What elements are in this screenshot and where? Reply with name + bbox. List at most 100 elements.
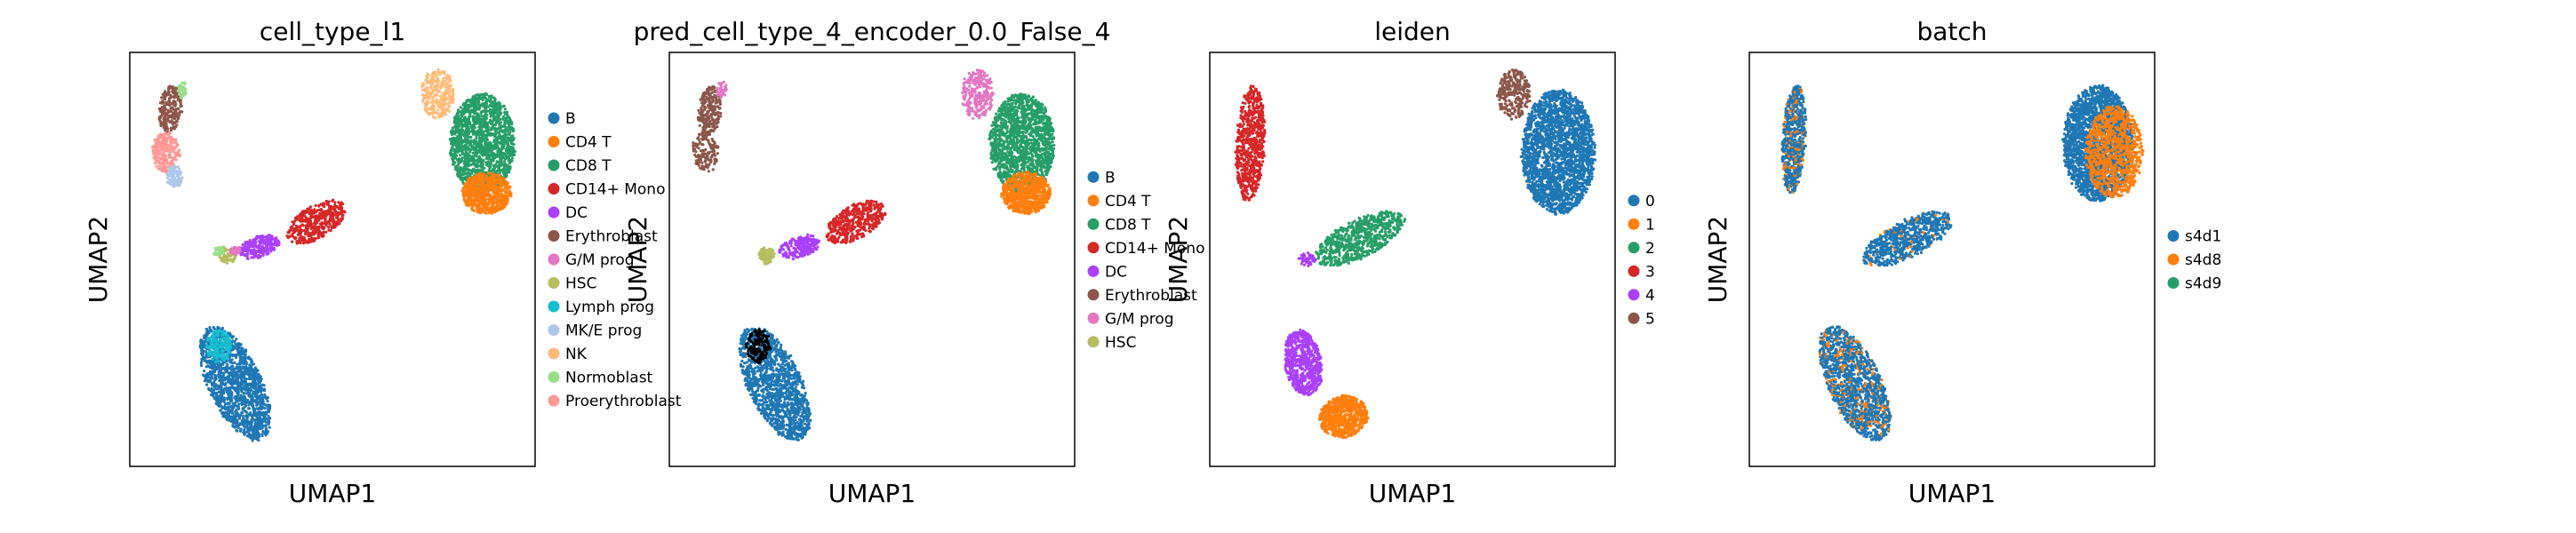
umap-point	[178, 183, 181, 187]
umap-point	[167, 153, 171, 156]
umap-point	[218, 390, 222, 394]
umap-point	[435, 74, 438, 77]
umap-point	[316, 221, 319, 225]
umap-point	[494, 182, 498, 186]
umap-point	[204, 327, 209, 331]
umap-point	[168, 155, 172, 159]
umap-point	[486, 178, 490, 181]
umap-point	[268, 426, 271, 429]
umap-point	[468, 150, 472, 154]
umap-point	[508, 149, 511, 153]
umap-point	[175, 183, 179, 187]
umap-point	[481, 99, 484, 102]
umap-point	[175, 120, 179, 123]
umap-point	[163, 121, 167, 124]
umap-point	[440, 96, 444, 99]
umap-point	[333, 203, 337, 207]
umap-point	[507, 115, 510, 119]
umap-point	[340, 219, 343, 222]
umap-point	[473, 195, 476, 198]
umap-point	[324, 199, 328, 203]
umap-point	[309, 216, 314, 219]
umap-point	[480, 183, 484, 187]
umap-point	[173, 171, 177, 174]
umap-point	[499, 204, 502, 208]
umap-point	[506, 187, 509, 191]
umap-point	[495, 169, 499, 173]
umap-point	[487, 94, 491, 99]
umap-point	[462, 162, 467, 165]
umap-point	[327, 200, 331, 203]
umap-point	[449, 153, 452, 156]
umap-point	[477, 121, 481, 124]
umap-point	[304, 232, 308, 235]
umap-point	[241, 353, 244, 356]
umap-point	[312, 239, 316, 243]
umap-point	[164, 114, 168, 117]
umap-point	[465, 121, 469, 124]
umap-point	[428, 97, 431, 100]
umap-point	[493, 155, 497, 160]
umap-point	[306, 227, 309, 231]
umap-point	[164, 123, 168, 126]
umap-point	[485, 208, 489, 211]
umap-point	[496, 165, 500, 169]
umap-point	[438, 73, 442, 76]
umap-point	[485, 132, 489, 137]
umap-point	[482, 187, 485, 191]
umap-point	[176, 107, 180, 110]
umap-point	[492, 206, 495, 210]
umap-point	[229, 334, 233, 338]
umap-point	[424, 87, 428, 91]
umap-point	[171, 139, 174, 142]
umap-point	[456, 158, 460, 162]
umap-point	[489, 99, 492, 102]
umap-point	[465, 99, 468, 103]
umap-point	[421, 97, 425, 100]
umap-point	[442, 99, 445, 103]
umap-point	[164, 132, 167, 136]
umap-point	[257, 243, 261, 247]
umap-point	[156, 156, 159, 160]
umap-point	[492, 198, 496, 202]
umap-point	[252, 245, 255, 249]
umap-point	[484, 96, 487, 99]
umap-point	[481, 163, 485, 166]
umap-point	[447, 95, 451, 99]
umap-point	[439, 115, 443, 118]
umap-point	[168, 104, 172, 107]
umap-point	[212, 394, 215, 398]
umap-point	[256, 369, 260, 372]
umap-point	[467, 196, 470, 200]
umap-point	[178, 167, 181, 171]
umap-point	[309, 208, 313, 211]
umap-point	[495, 178, 499, 181]
umap-point	[473, 192, 476, 195]
umap-point	[460, 173, 464, 177]
umap-point	[506, 129, 509, 132]
umap-point	[333, 210, 337, 213]
umap-point	[162, 164, 165, 168]
umap-point	[490, 114, 493, 117]
umap-point	[465, 160, 468, 163]
umap-point	[492, 104, 496, 107]
umap-point	[167, 99, 171, 103]
umap-point	[277, 241, 281, 244]
umap-point	[178, 181, 181, 185]
umap-point	[170, 159, 173, 163]
umap-point	[177, 84, 180, 88]
umap-point	[480, 92, 484, 97]
umap-point	[468, 104, 471, 107]
umap-point	[484, 211, 488, 215]
umap-point	[481, 199, 484, 203]
umap-point	[485, 102, 489, 106]
umap-point	[472, 123, 476, 126]
umap-point	[452, 88, 455, 91]
umap-point	[508, 194, 511, 197]
umap-point	[171, 122, 174, 125]
umap-point	[472, 160, 476, 163]
umap-point	[488, 153, 492, 157]
umap-point	[165, 180, 169, 184]
umap-point	[480, 144, 484, 147]
umap-point	[246, 245, 250, 249]
